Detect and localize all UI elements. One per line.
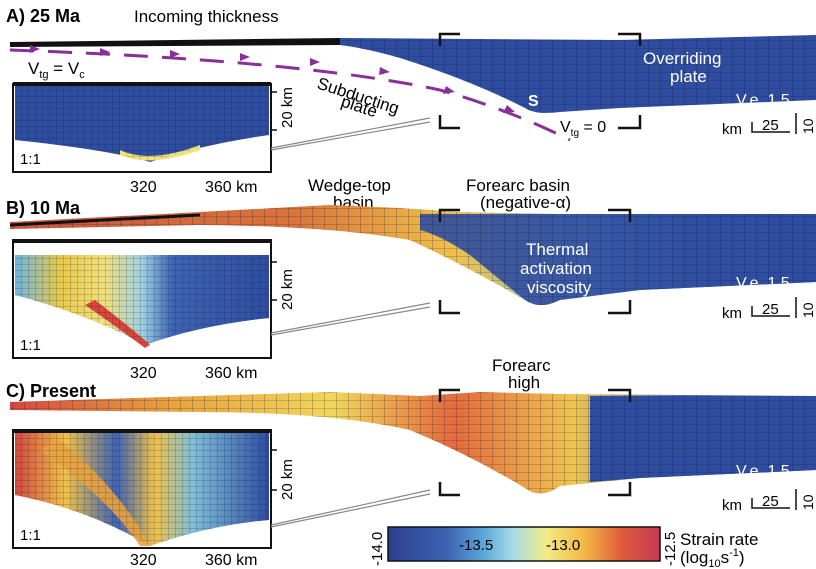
vtg-zero-label: Vtg = 0 [560, 119, 606, 139]
scale-10-c: 10 [800, 494, 816, 510]
incoming-plate [10, 38, 340, 47]
scale-km-b: km [722, 305, 742, 322]
colorbar-title-1: Strain rate [680, 530, 758, 549]
colorbar-title-2: (log10s-1) [680, 547, 745, 569]
colorbar-tick-2: -13.5 [459, 537, 493, 554]
inset-c-ratio: 1:1 [20, 527, 41, 544]
ve-label-c: V.e. 1.5 [736, 463, 790, 480]
s-point-label: S [528, 93, 539, 110]
inset-b-depth: 20 km [279, 269, 296, 310]
inset-c-x2: 360 km [205, 552, 257, 569]
inset-a-x1: 320 [130, 179, 157, 196]
inset-c-depth: 20 km [279, 459, 296, 500]
panel-b-title: B) 10 Ma [6, 198, 81, 218]
overriding-label-1: Overriding [643, 49, 721, 68]
vtg-vc-label: Vtg = Vc [28, 59, 85, 81]
ve-label-a: V.e. 1.5 [736, 92, 790, 109]
scale-25-b: 25 [762, 301, 779, 318]
colorbar-tick-max: -12.5 [662, 532, 679, 566]
inset-a-depth: 20 km [279, 87, 296, 128]
inset-b-x2: 360 km [205, 365, 257, 382]
panel-b: B) 10 Ma Wedge-top basin Forearc basin (… [6, 176, 816, 382]
scale-25-c: 25 [762, 493, 779, 510]
forearc-basin-label-2: (negative-α) [480, 193, 571, 212]
colorbar-tick-3: -13.0 [546, 537, 580, 554]
incoming-thickness-label: Incoming thickness [134, 7, 279, 26]
scale-10-b: 10 [800, 302, 816, 318]
scale-25-a: 25 [762, 117, 779, 134]
thermal-label-3: viscosity [527, 278, 592, 297]
inset-b-x1: 320 [130, 365, 157, 382]
ve-label-b: V.e. 1.5 [736, 275, 790, 292]
forearc-high-label-2: high [508, 373, 540, 392]
thermal-label-2: activation [520, 259, 592, 278]
inset-c-x1: 320 [130, 552, 157, 569]
scale-km-a: km [722, 121, 742, 138]
inset-a-x2: 360 km [205, 179, 257, 196]
panel-c-title: C) Present [6, 381, 96, 401]
colorbar-gradient [388, 527, 660, 561]
scale-10-a: 10 [800, 118, 816, 134]
inset-a-ratio: 1:1 [20, 151, 41, 168]
panel-a: A) 25 Ma Incoming thickness Vtg = Vc Sub… [6, 6, 816, 196]
colorbar-tick-min: -14.0 [369, 532, 386, 566]
colorbar: -14.0 -13.5 -13.0 -12.5 Strain rate (log… [369, 527, 758, 569]
thermal-label-1: Thermal [526, 240, 588, 259]
panel-a-title: A) 25 Ma [6, 6, 81, 26]
scale-km-c: km [722, 497, 742, 514]
overriding-label-2: plate [670, 67, 707, 86]
inset-b-ratio: 1:1 [20, 337, 41, 354]
